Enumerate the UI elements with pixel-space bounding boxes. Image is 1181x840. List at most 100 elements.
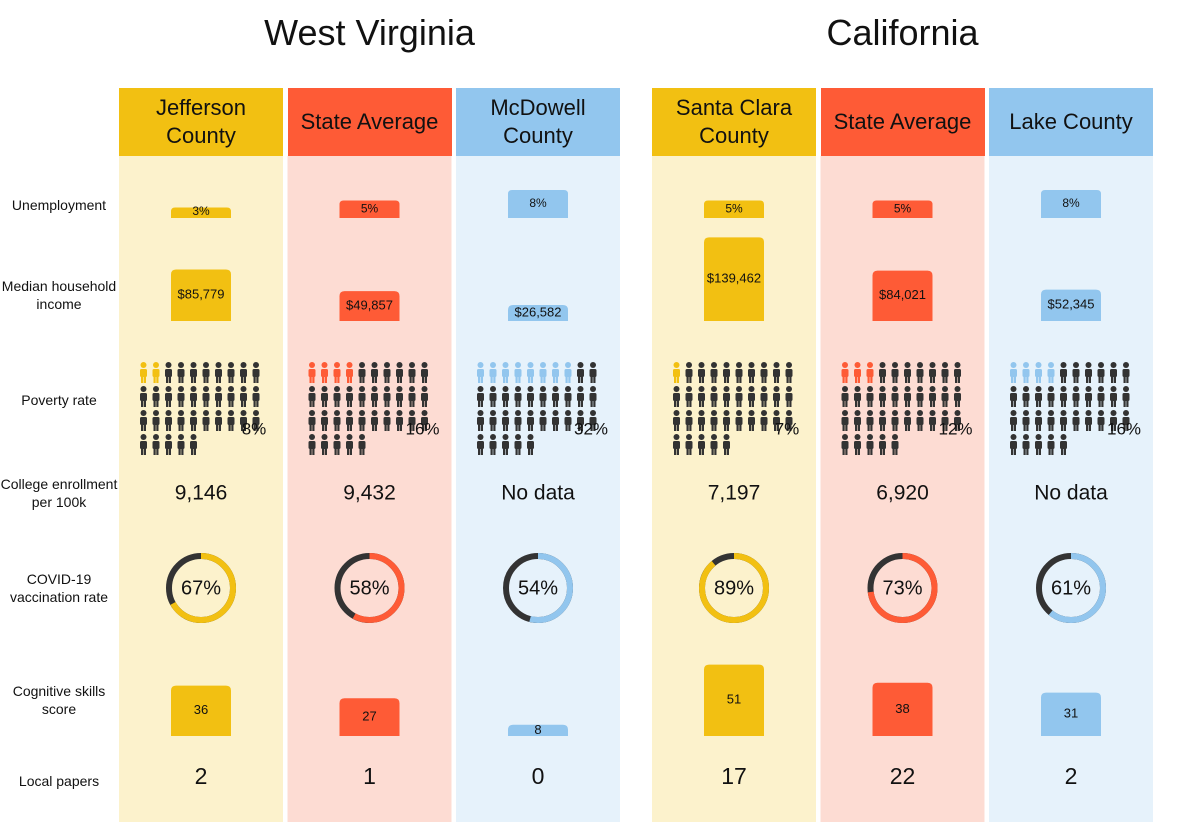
person-leg: [349, 400, 352, 407]
person-head: [904, 410, 911, 416]
income-bar: [1041, 289, 1101, 321]
person-leg: [711, 376, 714, 383]
person-body: [891, 417, 899, 425]
person-body: [358, 441, 366, 449]
person-head: [904, 362, 911, 368]
person-head: [334, 434, 340, 440]
person-leg: [191, 424, 194, 431]
poverty-figures: [673, 362, 793, 455]
unemployment-label: 5%: [361, 201, 379, 215]
person-leg: [309, 400, 312, 407]
donut-arc: [334, 553, 405, 623]
person-leg: [374, 424, 377, 431]
person-head: [1035, 410, 1042, 416]
person-body: [358, 369, 366, 377]
person-leg: [399, 424, 402, 431]
person-body: [1110, 369, 1117, 377]
person-leg: [193, 448, 196, 455]
person-leg: [1048, 424, 1051, 431]
person-leg: [1048, 448, 1051, 455]
person-leg: [930, 376, 933, 383]
person-head: [477, 410, 484, 416]
person-leg: [739, 376, 742, 383]
income-label: $139,462: [707, 271, 761, 286]
person-leg: [181, 424, 184, 431]
person-leg: [1051, 424, 1054, 431]
person-body: [346, 393, 353, 401]
person-head: [1023, 410, 1029, 416]
poverty-figures: [308, 362, 428, 455]
person-head: [1023, 362, 1029, 368]
person-body: [841, 417, 849, 425]
person-body: [502, 393, 509, 401]
person-leg: [530, 376, 533, 383]
person-leg: [243, 424, 246, 431]
person-body: [723, 369, 730, 377]
poverty-figures: [1010, 362, 1130, 455]
person-body: [477, 369, 484, 377]
person-head: [1098, 386, 1104, 392]
person-body: [321, 417, 328, 425]
person-leg: [1098, 400, 1101, 407]
person-leg: [1026, 400, 1029, 407]
person-leg: [882, 448, 885, 455]
person-body: [527, 393, 534, 401]
person-head: [253, 386, 259, 392]
income-label: $26,582: [515, 304, 562, 319]
person-body: [941, 369, 949, 377]
college-enrollment: No data: [501, 482, 575, 505]
vaccination-label: 54%: [518, 577, 558, 599]
person-leg: [1126, 400, 1129, 407]
person-body: [916, 417, 924, 425]
unemployment-bar: [1041, 190, 1101, 218]
person-head: [1035, 362, 1042, 368]
person-body: [240, 393, 247, 401]
person-head: [1110, 386, 1117, 392]
person-head: [1060, 434, 1067, 440]
person-leg: [1088, 400, 1091, 407]
person-body: [1110, 393, 1117, 401]
person-head: [786, 362, 792, 368]
person-leg: [1061, 400, 1064, 407]
person-body: [941, 417, 949, 425]
person-leg: [334, 376, 337, 383]
person-leg: [842, 376, 845, 383]
person-leg: [686, 448, 689, 455]
person-leg: [362, 424, 365, 431]
person-body: [891, 441, 899, 449]
person-leg: [920, 376, 923, 383]
person-head: [1048, 410, 1054, 416]
person-leg: [1061, 376, 1064, 383]
person-leg: [178, 424, 181, 431]
person-head: [1010, 410, 1017, 416]
person-leg: [895, 424, 898, 431]
person-leg: [764, 424, 767, 431]
local-papers: 0: [532, 763, 545, 789]
person-body: [1035, 393, 1042, 401]
person-head: [334, 386, 340, 392]
cognitive-label: 27: [362, 709, 376, 724]
person-body: [140, 369, 147, 377]
person-leg: [515, 376, 518, 383]
person-body: [891, 393, 899, 401]
cognitive-label: 51: [727, 692, 741, 707]
person-head: [686, 362, 692, 368]
person-leg: [153, 376, 156, 383]
person-body: [577, 369, 584, 377]
person-leg: [676, 424, 679, 431]
column-header: Santa Clara County: [652, 88, 816, 156]
person-leg: [490, 376, 493, 383]
person-leg: [895, 448, 898, 455]
person-leg: [932, 400, 935, 407]
column-header: McDowell County: [456, 88, 620, 156]
person-leg: [1013, 448, 1016, 455]
person-head: [1010, 434, 1017, 440]
column-title: Jefferson County: [155, 95, 247, 148]
person-body: [673, 393, 680, 401]
person-leg: [1073, 424, 1076, 431]
person-leg: [228, 424, 231, 431]
person-head: [867, 410, 873, 416]
poverty-label: 16%: [1107, 419, 1141, 438]
person-leg: [578, 400, 581, 407]
person-head: [590, 386, 596, 392]
